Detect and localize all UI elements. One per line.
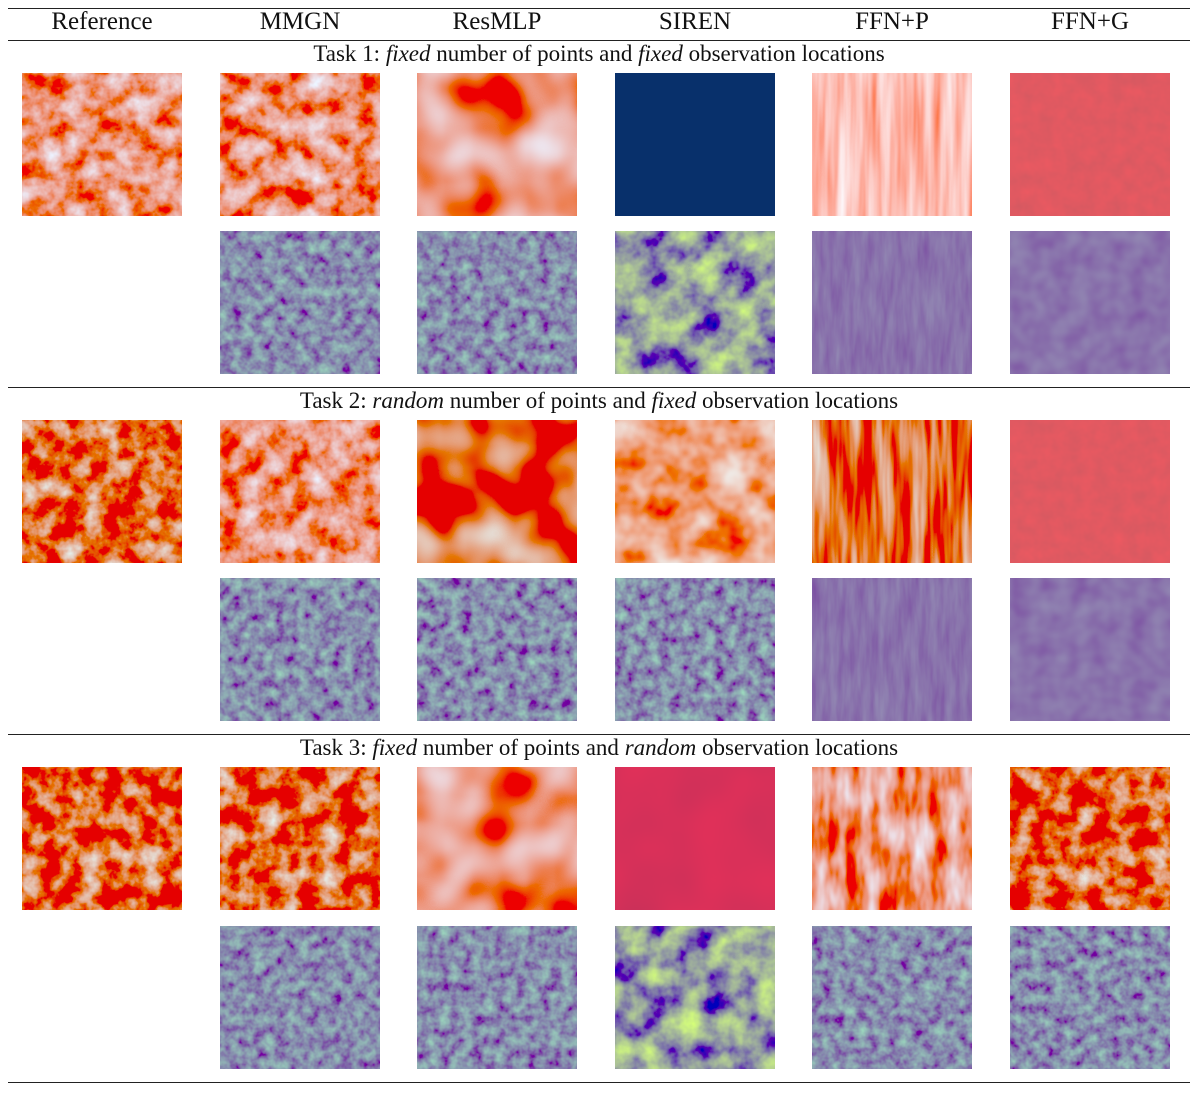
task-3-ffng-error-map [1010, 926, 1170, 1069]
task-3-mmgn-error-map [220, 926, 380, 1069]
column-header-ffnp: FFN+P [855, 8, 929, 35]
task-2-siren-error-map [615, 578, 775, 721]
task-2-ffng-reconstruction [1010, 420, 1170, 563]
task-1-ffng-reconstruction [1010, 73, 1170, 216]
task-3-reference-reconstruction [22, 767, 182, 910]
task-3-resmlp-reconstruction [417, 767, 577, 910]
task-3-siren-error-map [615, 926, 775, 1069]
table-bottom-rule [8, 1082, 1190, 1083]
task-1-resmlp-error-map [417, 231, 577, 374]
task-2-ffng-error-map [1010, 578, 1170, 721]
task-1-ffnp-reconstruction [812, 73, 972, 216]
task-2-ffnp-error-map [812, 578, 972, 721]
task-3-title: Task 3: fixed number of points and rando… [299, 735, 899, 760]
column-header-reference: Reference [51, 8, 153, 35]
task-1-siren-reconstruction [615, 73, 775, 216]
task-1-ffnp-error-map [812, 231, 972, 374]
task-2-resmlp-reconstruction [417, 420, 577, 563]
task-1-mmgn-reconstruction [220, 73, 380, 216]
task-1-ffng-error-map [1010, 231, 1170, 374]
task-3-ffnp-error-map [812, 926, 972, 1069]
task-2-reference-reconstruction [22, 420, 182, 563]
column-header-mmgn: MMGN [259, 8, 341, 35]
task-2-rule [8, 387, 1190, 388]
task-1-title: Task 1: fixed number of points and fixed… [313, 41, 885, 66]
task-1-mmgn-error-map [220, 231, 380, 374]
column-header-resmlp: ResMLP [452, 8, 542, 35]
task-3-ffnp-reconstruction [812, 767, 972, 910]
task-3-ffng-reconstruction [1010, 767, 1170, 910]
task-1-siren-error-map [615, 231, 775, 374]
task-2-ffnp-reconstruction [812, 420, 972, 563]
task-2-title: Task 2: random number of points and fixe… [299, 388, 899, 413]
task-3-mmgn-reconstruction [220, 767, 380, 910]
task-2-siren-reconstruction [615, 420, 775, 563]
header-rule [8, 40, 1190, 41]
task-3-siren-reconstruction [615, 767, 775, 910]
column-header-ffng: FFN+G [1050, 8, 1129, 35]
task-3-rule [8, 734, 1190, 735]
task-1-resmlp-reconstruction [417, 73, 577, 216]
task-2-mmgn-reconstruction [220, 420, 380, 563]
task-1-reference-reconstruction [22, 73, 182, 216]
column-header-siren: SIREN [658, 8, 732, 35]
task-2-mmgn-error-map [220, 578, 380, 721]
task-2-resmlp-error-map [417, 578, 577, 721]
task-3-resmlp-error-map [417, 926, 577, 1069]
table-top-rule [8, 8, 1190, 9]
